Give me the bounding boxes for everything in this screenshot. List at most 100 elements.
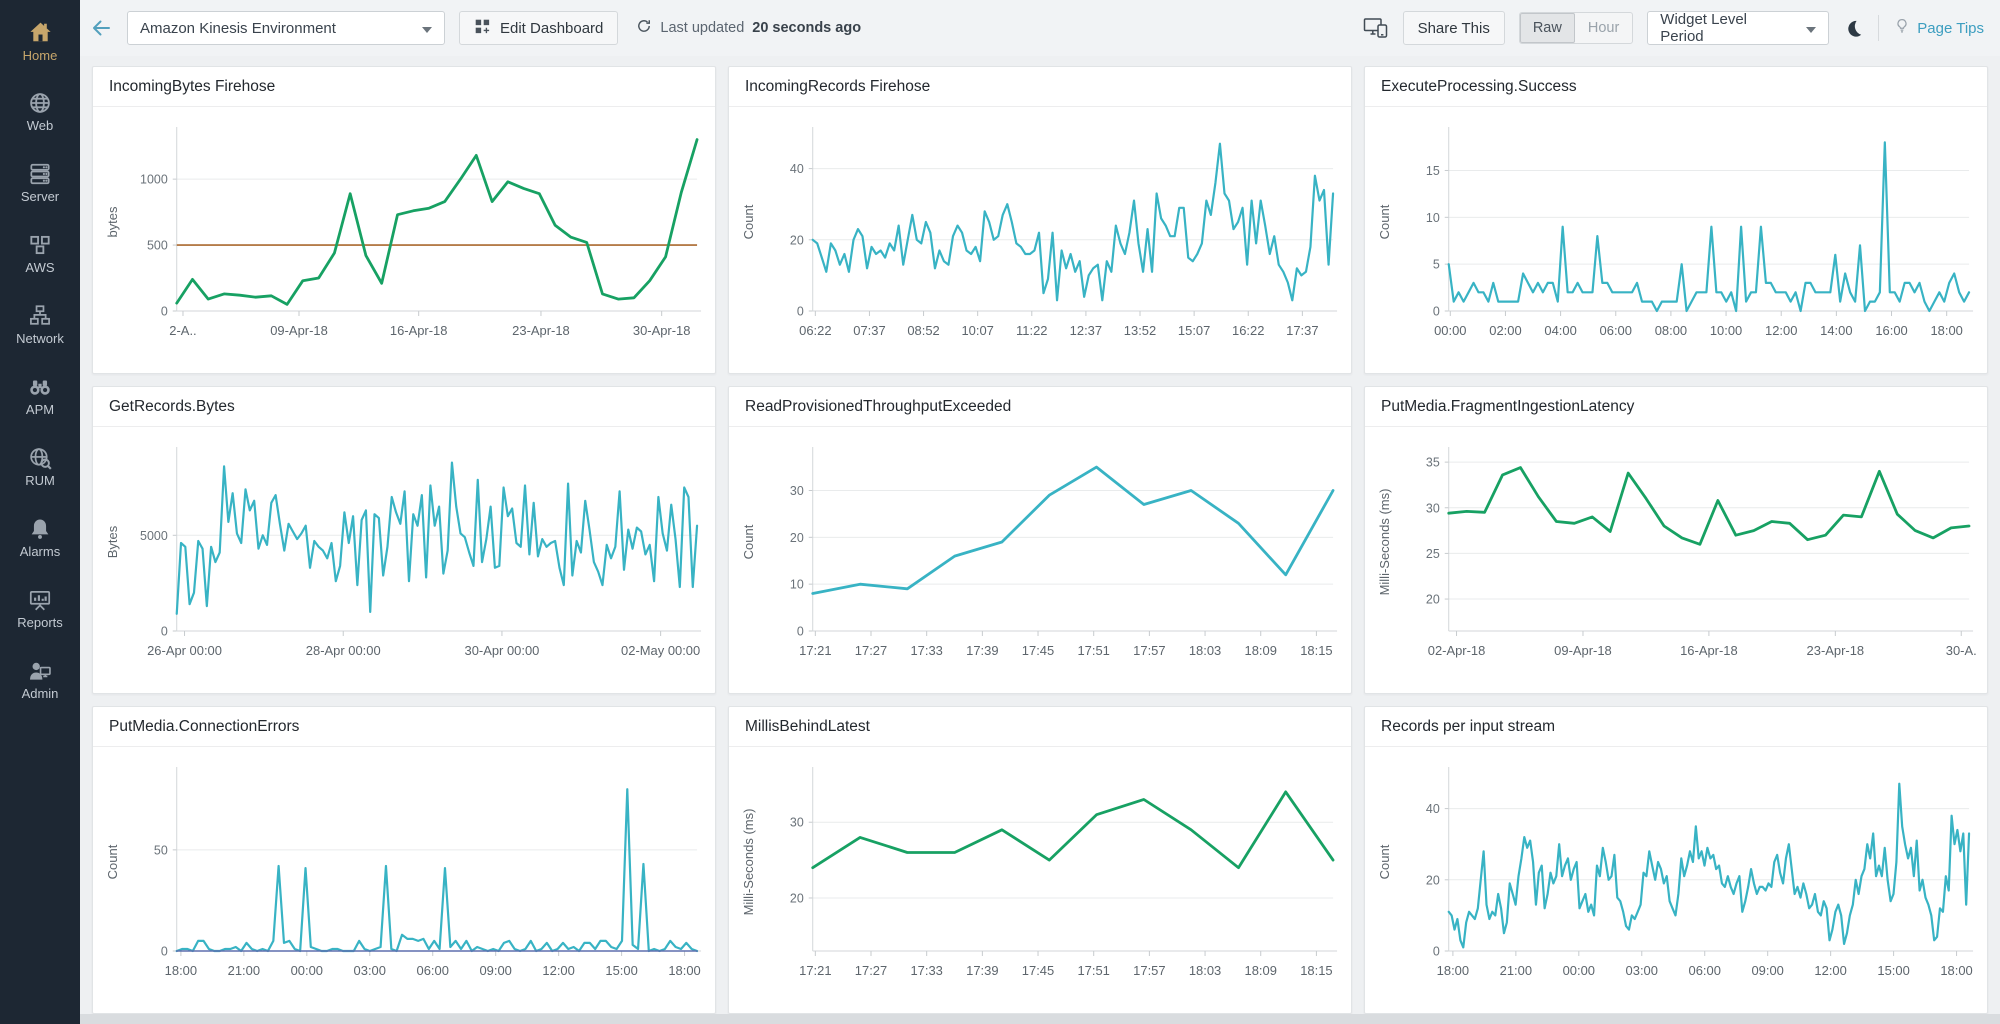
chevron-down-icon [422, 20, 432, 37]
svg-text:17:21: 17:21 [799, 963, 831, 978]
sidebar-item-reports[interactable]: Reports [0, 573, 80, 644]
svg-text:5: 5 [1433, 258, 1440, 272]
last-updated-value: 20 seconds ago [752, 20, 862, 36]
svg-text:30: 30 [790, 816, 804, 830]
svg-text:06:22: 06:22 [799, 323, 831, 338]
svg-text:0: 0 [797, 304, 804, 318]
svg-text:02:00: 02:00 [1489, 323, 1521, 338]
svg-text:20: 20 [790, 531, 804, 545]
bottom-strip [80, 1014, 2000, 1024]
toggle-option-hour[interactable]: Hour [1587, 20, 1620, 36]
sidebar-item-admin[interactable]: Admin [0, 644, 80, 715]
svg-text:25: 25 [1426, 547, 1440, 561]
refresh-icon[interactable] [636, 18, 652, 38]
svg-text:17:51: 17:51 [1077, 643, 1109, 658]
chart-canvas[interactable]: 0 5000 26-Apr 00:00 28-Apr 00:00 30-Apr 00:0… [93, 427, 715, 693]
sidebar-item-home[interactable]: Home [0, 5, 80, 76]
server-stack-icon [27, 161, 53, 187]
sidebar-item-aws[interactable]: AWS [0, 218, 80, 289]
svg-text:09:00: 09:00 [479, 963, 511, 978]
svg-text:0: 0 [161, 624, 168, 638]
raw-hour-toggle: Raw Hour [1518, 12, 1634, 44]
svg-text:Count: Count [105, 844, 120, 879]
sidebar-item-label: APM [25, 402, 55, 417]
edit-dashboard-button[interactable]: Edit Dashboard [459, 11, 619, 45]
network-icon [27, 303, 53, 329]
svg-text:10:00: 10:00 [1710, 323, 1742, 338]
svg-text:50: 50 [154, 843, 168, 857]
chart-title: IncomingBytes Firehose [93, 67, 715, 107]
svg-text:03:00: 03:00 [1626, 963, 1658, 978]
chart-title: ExecuteProcessing.Success [1365, 67, 1987, 107]
sidebar-item-alarms[interactable]: Alarms [0, 502, 80, 573]
widget-period-selector[interactable]: Widget Level Period [1647, 11, 1830, 45]
chart-canvas[interactable]: 20 30 17:21 17:27 17:33 17:39 17:45 17:51 17:57 1… [729, 747, 1351, 1013]
svg-text:12:00: 12:00 [1814, 963, 1846, 978]
svg-text:06:00: 06:00 [1689, 963, 1721, 978]
chart-canvas[interactable]: 20 25 30 35 02-Apr-18 09-Apr-18 16-Apr-18 23-Ap… [1365, 427, 1987, 693]
sidebar-item-server[interactable]: Server [0, 147, 80, 218]
chart-panel-2: IncomingRecords Firehose 0 20 40 06:22 07:37… [728, 66, 1352, 374]
chart-title: PutMedia.FragmentIngestionLatency [1365, 387, 1987, 427]
sidebar-item-label: Server [20, 189, 60, 204]
svg-text:30: 30 [1426, 501, 1440, 515]
sidebar-item-rum[interactable]: RUM [0, 431, 80, 502]
sidebar-item-label: Reports [17, 615, 63, 630]
chart-canvas[interactable]: 0 5 10 15 00:00 02:00 04:00 06:00 08:00 10:00 12:0… [1365, 107, 1987, 373]
chart-panel-9: Records per input stream 0 20 40 18:00 21:00… [1364, 706, 1988, 1014]
svg-text:30-A.: 30-A. [1946, 643, 1977, 658]
devices-icon[interactable] [1363, 17, 1389, 39]
svg-text:13:52: 13:52 [1124, 323, 1156, 338]
home-icon [27, 19, 54, 46]
svg-text:03:00: 03:00 [354, 963, 386, 978]
chart-panel-6: PutMedia.FragmentIngestionLatency 20 25 30… [1364, 386, 1988, 694]
svg-text:10: 10 [790, 578, 804, 592]
chart-panel-1: IncomingBytes Firehose 0 500 1000 2-A.. 09-A… [92, 66, 716, 374]
dashboard-selector[interactable]: Amazon Kinesis Environment [127, 11, 445, 45]
chart-canvas[interactable]: 0 500 1000 2-A.. 09-Apr-18 16-Apr-18 23-Apr-18… [93, 107, 715, 373]
top-toolbar: Amazon Kinesis Environment Edit Dashboar… [80, 0, 2000, 56]
svg-text:17:57: 17:57 [1133, 643, 1165, 658]
svg-text:0: 0 [161, 944, 168, 958]
svg-text:17:45: 17:45 [1022, 963, 1054, 978]
svg-text:Bytes: Bytes [105, 525, 120, 558]
svg-text:17:37: 17:37 [1286, 323, 1318, 338]
globe-magnifier-icon [27, 445, 53, 471]
chart-canvas[interactable]: 0 10 20 30 17:21 17:27 17:33 17:39 17:45 17:51 17:… [729, 427, 1351, 693]
admin-user-icon [27, 658, 53, 684]
sidebar-item-label: RUM [25, 473, 55, 488]
svg-text:17:57: 17:57 [1133, 963, 1165, 978]
svg-text:12:00: 12:00 [542, 963, 574, 978]
sidebar-item-apm[interactable]: APM [0, 360, 80, 431]
svg-text:0: 0 [1433, 304, 1440, 318]
sidebar-item-web[interactable]: Web [0, 76, 80, 147]
page-tips-link[interactable]: Page Tips [1893, 17, 1984, 39]
chart-title: MillisBehindLatest [729, 707, 1351, 747]
svg-text:12:37: 12:37 [1070, 323, 1102, 338]
sidebar-item-network[interactable]: Network [0, 289, 80, 360]
sidebar-item-label: AWS [25, 260, 55, 275]
svg-text:40: 40 [790, 162, 804, 176]
chart-canvas[interactable]: 0 50 18:00 21:00 00:00 03:00 06:00 09:00 12:00 15… [93, 747, 715, 1013]
chart-canvas[interactable]: 0 20 40 06:22 07:37 08:52 10:07 11:22 12:37 13:52… [729, 107, 1351, 373]
svg-text:Count: Count [1377, 844, 1392, 879]
share-this-button[interactable]: Share This [1402, 11, 1505, 45]
svg-text:17:39: 17:39 [966, 963, 998, 978]
globe-icon [27, 90, 53, 116]
svg-text:Count: Count [741, 524, 756, 559]
svg-text:20: 20 [1426, 593, 1440, 607]
svg-text:0: 0 [797, 624, 804, 638]
svg-text:18:00: 18:00 [165, 963, 197, 978]
chart-panel-5: ReadProvisionedThroughputExceeded 0 10 20 3… [728, 386, 1352, 694]
edit-grid-icon [474, 18, 491, 39]
chart-canvas[interactable]: 0 20 40 18:00 21:00 00:00 03:00 06:00 09:00 12:00… [1365, 747, 1987, 1013]
sidebar-item-label: Admin [21, 686, 59, 701]
svg-text:20: 20 [1426, 873, 1440, 887]
toggle-option-raw[interactable]: Raw [1519, 13, 1575, 43]
svg-text:17:33: 17:33 [910, 643, 942, 658]
back-arrow-icon[interactable] [89, 16, 113, 40]
svg-text:18:15: 18:15 [1300, 963, 1332, 978]
moon-icon[interactable] [1843, 18, 1864, 39]
svg-text:09-Apr-18: 09-Apr-18 [1554, 643, 1612, 658]
svg-text:30-Apr-18: 30-Apr-18 [633, 323, 691, 338]
